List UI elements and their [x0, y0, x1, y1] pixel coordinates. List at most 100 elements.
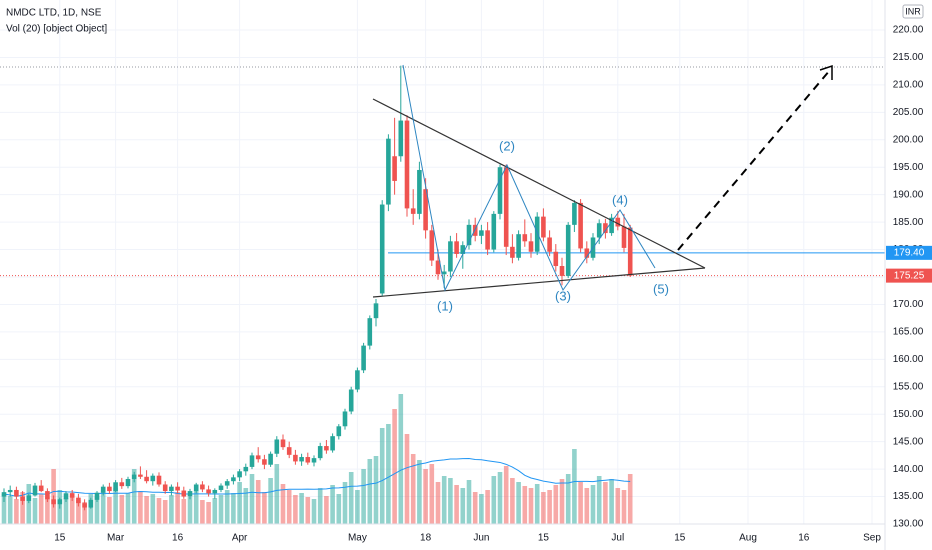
volume-bar — [311, 499, 317, 524]
candle-body — [429, 230, 435, 261]
y-tick-label: 190.00 — [893, 189, 924, 200]
volume-bar — [392, 409, 397, 524]
wave-label: (5) — [653, 281, 669, 296]
y-tick-label: 210.00 — [893, 80, 924, 91]
candle-body — [144, 476, 149, 482]
volume-bar — [138, 491, 143, 524]
volume-bar — [547, 490, 552, 524]
price-label-box — [886, 245, 932, 260]
candle-body — [355, 370, 360, 390]
price-label: 175.25 — [894, 270, 925, 281]
volume-bar — [249, 474, 255, 524]
candle-body — [441, 271, 447, 275]
volume-bar — [231, 493, 236, 524]
candle-body — [63, 493, 69, 500]
volume-bar — [534, 484, 540, 524]
x-tick-label: Mar — [107, 533, 125, 544]
candle-body — [596, 223, 602, 238]
volume-bar — [330, 485, 335, 524]
volume-bar — [429, 464, 435, 524]
candle-body — [69, 493, 75, 498]
candle-body — [417, 169, 422, 214]
candle-body — [472, 224, 478, 236]
candle-body — [448, 241, 453, 272]
volume-bar — [26, 484, 32, 524]
wave-path — [402, 64, 656, 292]
candle-body — [516, 234, 521, 258]
candle-body — [423, 189, 428, 231]
candle-body — [317, 446, 323, 459]
volume-bar — [379, 428, 385, 524]
y-tick-label: 135.00 — [893, 491, 924, 502]
volume-bar — [361, 469, 366, 524]
candle-body — [162, 484, 168, 492]
volume-bar — [355, 490, 360, 524]
volume-bar — [45, 497, 50, 524]
candle-body — [497, 167, 503, 214]
candle-body — [627, 227, 633, 276]
candle-body — [224, 481, 230, 486]
volume-bar — [441, 476, 447, 524]
y-tick-label: 165.00 — [893, 327, 924, 338]
volume-bar — [572, 449, 577, 524]
volume-bar — [324, 496, 329, 524]
volume-bar — [603, 482, 608, 524]
volume-bar — [435, 482, 441, 524]
candle-body — [212, 489, 218, 494]
volume-bar — [32, 498, 38, 524]
x-tick-label: Aug — [739, 533, 757, 544]
volume-bar — [88, 494, 94, 524]
volume-bar — [82, 502, 87, 524]
x-tick-label: Apr — [232, 533, 248, 544]
wave-label: (4) — [612, 192, 628, 207]
candle-body — [615, 217, 621, 227]
volume-bar — [280, 484, 286, 524]
y-tick-label: 195.00 — [893, 162, 924, 173]
candle-body — [131, 474, 137, 479]
volume-bar — [237, 482, 242, 524]
candle-body — [410, 208, 416, 214]
volume-bar — [528, 488, 534, 524]
wave-label: (1) — [437, 298, 453, 313]
currency: INR — [905, 6, 921, 16]
projection-arrow — [677, 69, 831, 251]
candle-body — [311, 458, 317, 463]
volume-bar — [342, 482, 348, 524]
candle-body — [522, 234, 528, 242]
x-tick-label: Jun — [473, 533, 489, 544]
candle-body — [169, 486, 174, 492]
x-tick-label: May — [348, 533, 367, 544]
candle-body — [293, 454, 298, 462]
candle-body — [584, 248, 590, 258]
volume-bar — [497, 472, 503, 524]
volume-bar — [621, 490, 627, 524]
candle-body — [460, 245, 466, 254]
volume-bar — [336, 494, 342, 524]
candle-body — [398, 120, 404, 157]
candle-body — [218, 485, 224, 490]
volume-bar — [293, 495, 298, 524]
candle-body — [262, 459, 267, 465]
candle-body — [181, 490, 187, 497]
volume-bar — [299, 493, 304, 524]
y-tick-label: 130.00 — [893, 519, 924, 530]
x-tick-label: 15 — [538, 533, 550, 544]
candle-body — [1, 492, 7, 497]
candle-body — [7, 489, 13, 493]
candle-body — [510, 246, 515, 258]
volume-bar — [156, 498, 162, 524]
candle-body — [38, 485, 44, 492]
grid — [0, 0, 885, 525]
candle-body — [107, 486, 112, 492]
volume-bar — [317, 488, 323, 524]
x-tick-label: Sep — [863, 533, 881, 544]
volume-bar — [206, 502, 211, 524]
candle-body — [361, 345, 366, 371]
candle-body — [187, 491, 193, 497]
volume-bar — [38, 494, 44, 524]
candle-body — [26, 495, 32, 501]
candle-body — [330, 436, 335, 451]
candle-body — [503, 167, 509, 247]
volume-bar — [410, 454, 416, 524]
